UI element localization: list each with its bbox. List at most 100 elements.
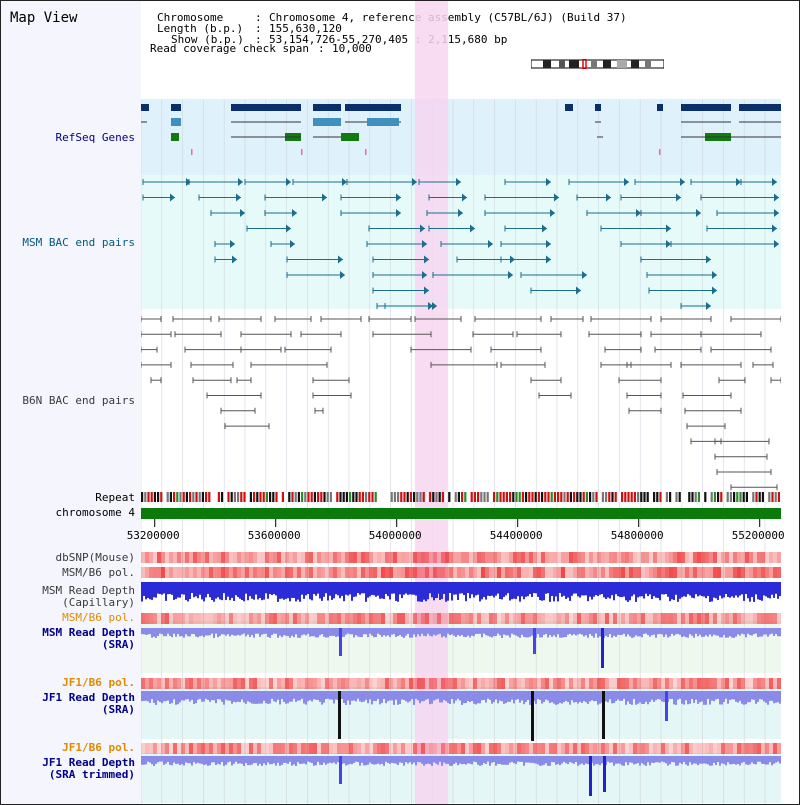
jf1-sra-depth-bar [647, 691, 649, 705]
msm-cap-depth-bar [365, 582, 367, 602]
msm-cap-depth-bar [559, 582, 561, 594]
jf1-pol-cell [241, 678, 245, 689]
msm-pol-cell [229, 567, 233, 578]
track-label-b6n-bac[interactable]: B6N BAC end pairs [22, 394, 135, 407]
jf1-sra-depth-bar [737, 691, 739, 703]
msm-pol2-cell [485, 613, 489, 624]
jf1-trim-depth-bar [433, 756, 435, 763]
jf1-trim-depth-bar [583, 756, 585, 766]
msm-cap-depth-bar [427, 582, 429, 600]
axis-tick-label: 54400000 [489, 529, 543, 542]
jf1-sra-depth-bar [729, 691, 731, 700]
track-label-refseq[interactable]: RefSeq Genes [55, 131, 135, 144]
repeat-segment [400, 492, 403, 502]
msm-pol-cell [265, 567, 269, 578]
msm-pol2-cell [645, 613, 649, 624]
jf1-sra-depth-bar [197, 691, 199, 700]
show-key: Show (b.p.) [171, 33, 244, 46]
msm-pol2-cell [461, 613, 465, 624]
genome-plot-area[interactable] [141, 1, 781, 804]
repeat-segment [265, 492, 268, 502]
track-label-msm-bac[interactable]: MSM BAC end pairs [22, 236, 135, 249]
jf1-sra-depth-bar [573, 691, 575, 703]
msm-sra-depth-bar [291, 628, 293, 636]
jf1-trim-depth-bar [775, 756, 777, 763]
msm-bac-arrow [772, 178, 777, 186]
jf1-pol-cell [385, 678, 389, 689]
repeat-segment [595, 492, 598, 502]
jf1-trim-depth-bar [409, 756, 411, 763]
jf1-trim-depth-bar [545, 756, 547, 764]
msm-sra-depth-bar [505, 628, 507, 636]
refseq-gene [231, 104, 301, 111]
jf1-trim-depth-bar [153, 756, 155, 766]
jf1-pol2-cell [153, 743, 157, 754]
dbsnp-cell [713, 552, 717, 563]
msm-bac-arrow [488, 240, 493, 248]
msm-sra-depth-bar [543, 628, 545, 635]
jf1-trim-depth-bar [641, 756, 643, 764]
jf1-pol2-cell [677, 743, 681, 754]
msm-cap-depth-bar [305, 582, 307, 596]
jf1-sra-depth-bar [535, 691, 537, 704]
msm-bac-arrow [290, 240, 295, 248]
jf1-trim-depth-bar [335, 756, 337, 765]
msm-pol-cell [145, 567, 149, 578]
msm-pol2-cell [373, 613, 377, 624]
jf1-sra-depth-bar [297, 691, 299, 701]
genome-tracks-svg[interactable] [141, 1, 781, 804]
msm-cap-depth-bar [655, 582, 657, 598]
jf1-sra-depth-bar [477, 691, 479, 704]
jf1-sra-depth-bar [507, 691, 509, 702]
msm-cap-depth-bar [247, 582, 249, 601]
msm-pol2-cell [157, 613, 161, 624]
msm-pol-cell [269, 567, 273, 578]
jf1-pol2-cell [665, 743, 669, 754]
repeat-segment [256, 492, 259, 502]
msm-cap-depth-bar [693, 582, 695, 599]
repeat-segment [601, 492, 604, 502]
jf1-trim-depth-bar [687, 756, 689, 766]
jf1-pol2-cell [305, 743, 309, 754]
jf1-trim-depth-bar [679, 756, 681, 763]
jf1-trim-depth-bar [199, 756, 201, 764]
jf1-pol2-cell [193, 743, 197, 754]
msm-pol-cell [341, 567, 345, 578]
repeat-segment [742, 492, 745, 502]
coverage-key: Read coverage check span [150, 42, 309, 55]
jf1-trim-depth-bar [201, 756, 203, 764]
jf1-trim-depth-bar [505, 756, 507, 765]
repeat-segment [377, 492, 380, 502]
msm-sra-depth-bar [315, 628, 317, 638]
msm-pol2-cell [673, 613, 677, 624]
dbsnp-cell [277, 552, 281, 563]
msm-pol-cell [545, 567, 549, 578]
dbsnp-cell [573, 552, 577, 563]
msm-pol-cell [669, 567, 673, 578]
jf1-sra-depth-bar [759, 691, 761, 700]
msm-cap-depth-bar [145, 582, 147, 600]
msm-pol2-cell [301, 613, 305, 624]
repeat-segment [739, 492, 742, 502]
jf1-pol-cell [181, 678, 185, 689]
refseq-gene [681, 104, 731, 111]
jf1-sra-depth-bar [251, 691, 253, 704]
jf1-trim-depth-bar [333, 756, 335, 763]
jf1-sra-depth-bar [513, 691, 515, 704]
jf1-trim-depth-bar [673, 756, 675, 763]
msm-pol-cell [249, 567, 253, 578]
msm-pol-cell [413, 567, 417, 578]
jf1-sra-depth-bar [469, 691, 471, 703]
msm-sra-depth-bar [715, 628, 717, 636]
msm-cap-depth-bar [309, 582, 311, 600]
jf1-pol2-cell [157, 743, 161, 754]
jf1-pol2-cell [321, 743, 325, 754]
msm-pol-cell [705, 567, 709, 578]
dbsnp-cell [317, 552, 321, 563]
msm-pol-cell [385, 567, 389, 578]
dbsnp-cell [205, 552, 209, 563]
jf1-sra-depth-bar [501, 691, 503, 702]
jf1-sra-depth-bar [343, 691, 345, 704]
msm-bac-arrow [606, 193, 611, 202]
msm-cap-depth-bar [429, 582, 431, 594]
